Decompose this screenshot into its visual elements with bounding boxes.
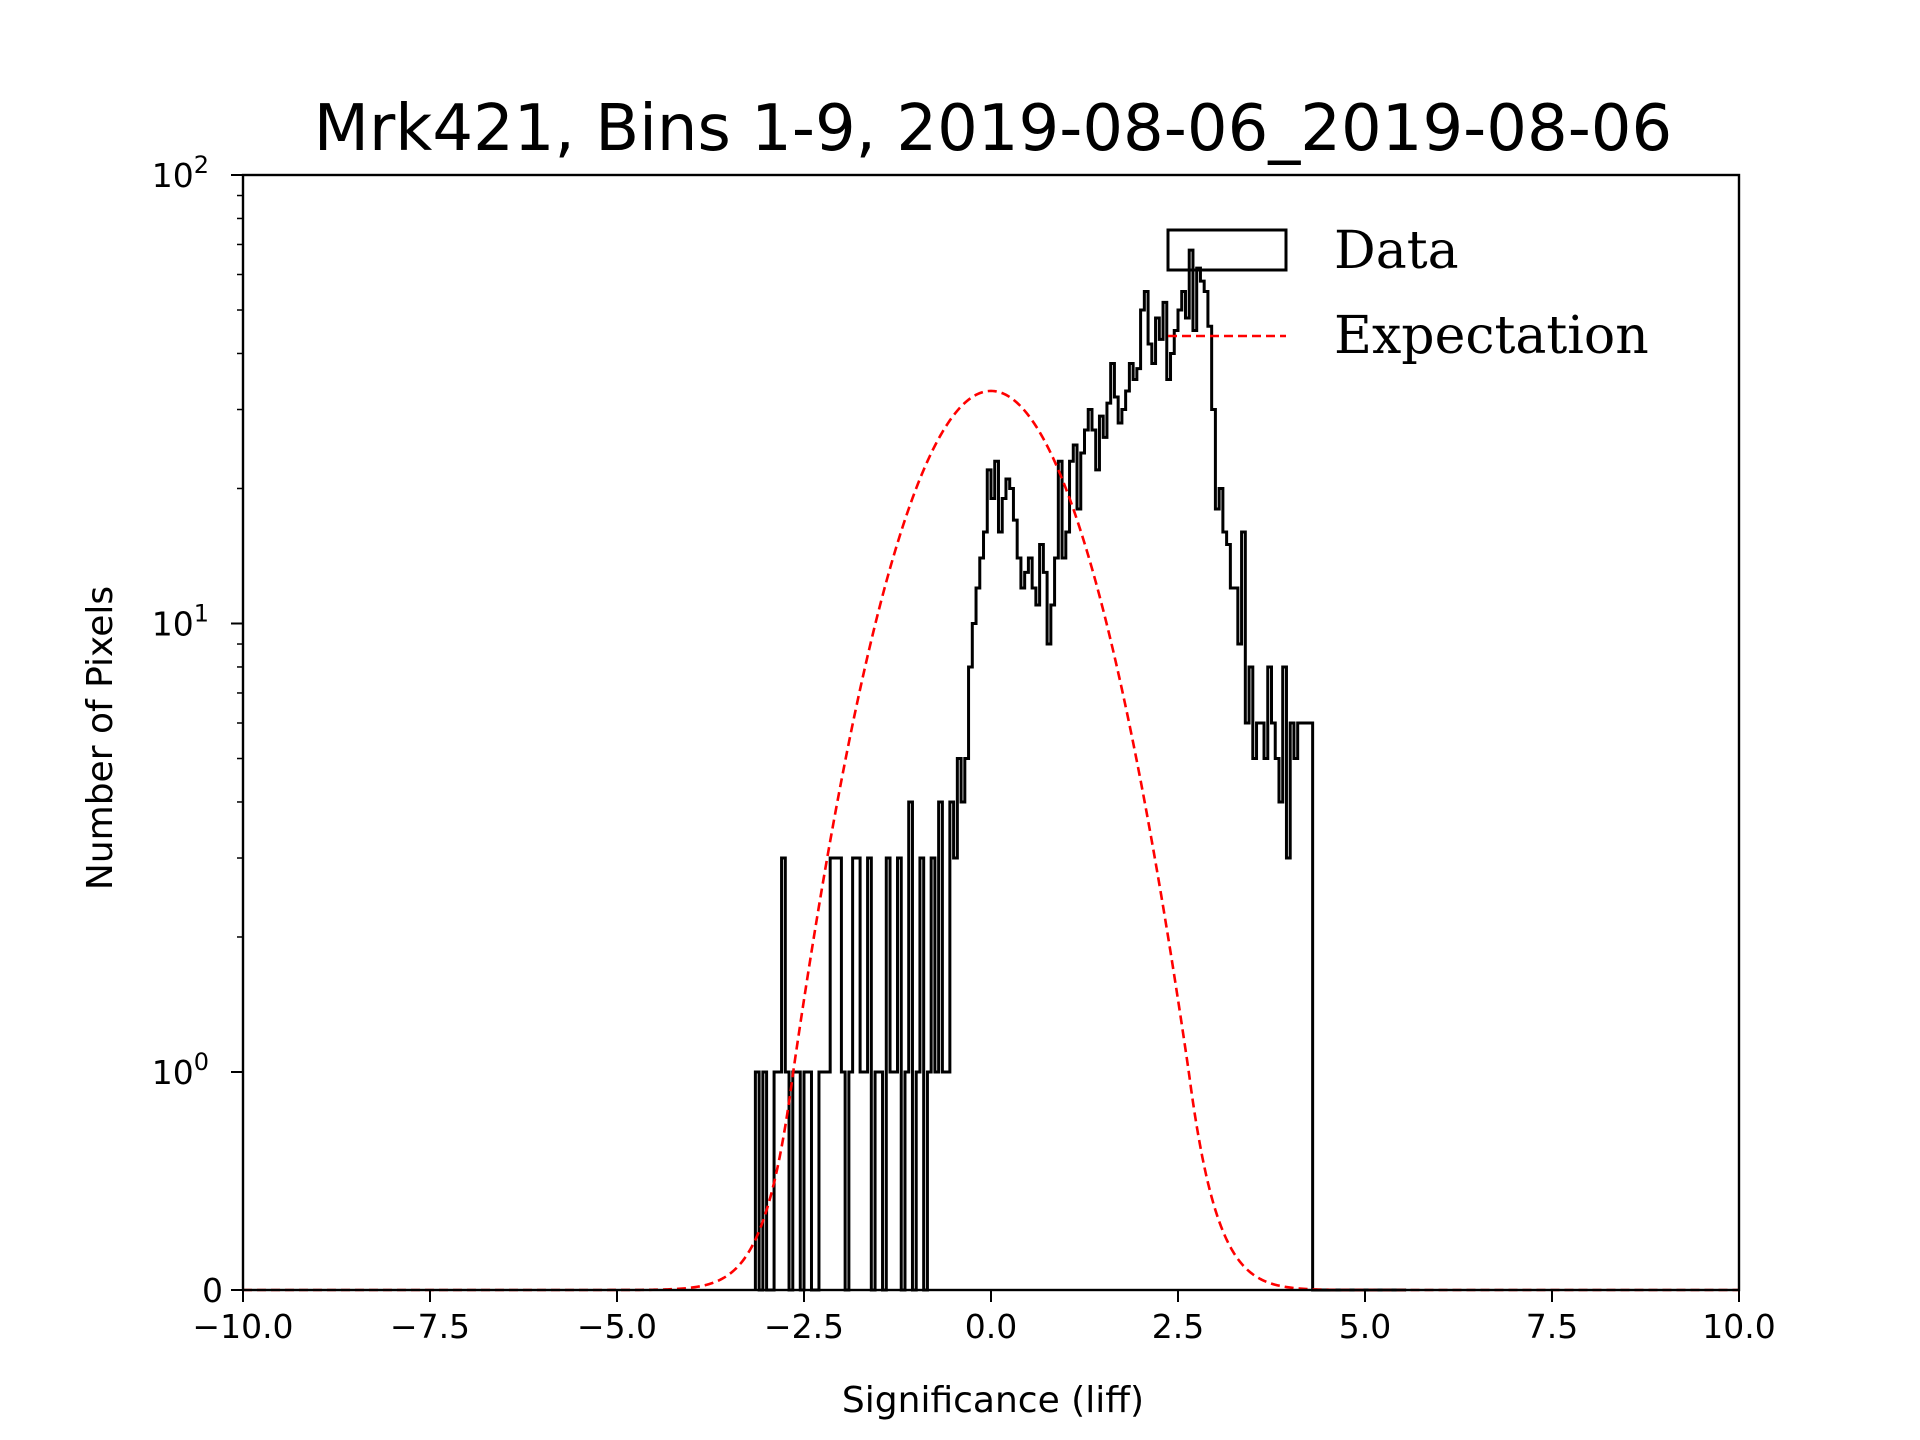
x-tick-label: 2.5 <box>1152 1307 1204 1346</box>
legend-expectation-label: Expectation <box>1334 306 1649 366</box>
x-tick-label: −2.5 <box>764 1307 844 1346</box>
legend-data-label: Data <box>1334 221 1459 281</box>
x-axis-label: Significance (liff) <box>842 1380 1144 1421</box>
x-axis: −10.0 −7.5 −5.0 −2.5 0.0 2.5 5.0 7.5 10.0 <box>192 1290 1776 1346</box>
x-tick-label: 0.0 <box>965 1307 1017 1346</box>
x-tick-label: 5.0 <box>1339 1307 1391 1346</box>
y-tick-label: 100 <box>152 1048 209 1092</box>
x-tick-label: 10.0 <box>1702 1307 1775 1346</box>
x-tick-label: 7.5 <box>1526 1307 1578 1346</box>
expectation-curve <box>243 389 1739 1292</box>
x-tick-label: −10.0 <box>192 1307 293 1346</box>
legend-data-swatch <box>1166 228 1288 272</box>
data-histogram <box>753 248 1407 1292</box>
y-tick-label: 101 <box>152 600 209 644</box>
y-tick-label: 0 <box>202 1271 223 1310</box>
x-tick-label: −5.0 <box>577 1307 657 1346</box>
x-tick-label: −7.5 <box>390 1307 470 1346</box>
y-tick-label: 102 <box>152 151 209 195</box>
legend: Data Expectation <box>1166 221 1649 366</box>
chart-title: Mrk421, Bins 1-9, 2019-08-06_2019-08-06 <box>314 92 1672 166</box>
y-axis: 0 100 101 102 <box>152 151 243 1310</box>
y-axis-label: Number of Pixels <box>80 586 121 890</box>
